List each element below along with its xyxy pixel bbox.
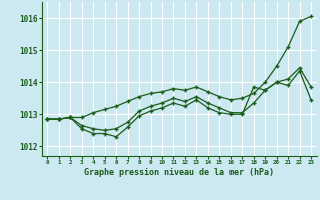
- X-axis label: Graphe pression niveau de la mer (hPa): Graphe pression niveau de la mer (hPa): [84, 168, 274, 177]
